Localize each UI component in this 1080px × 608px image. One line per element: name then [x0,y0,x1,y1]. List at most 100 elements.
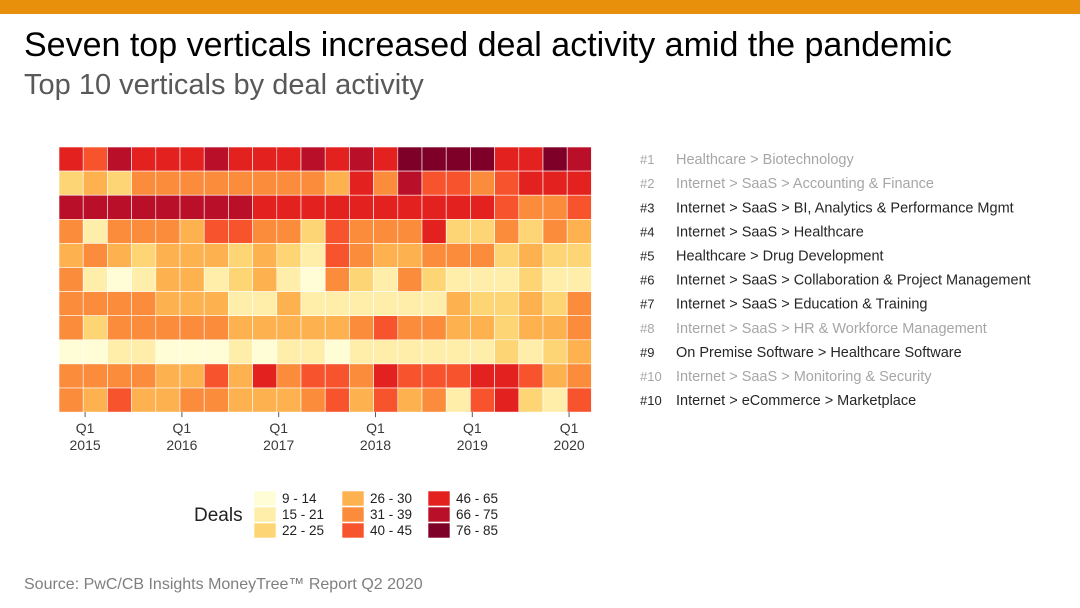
heatmap-cell [300,291,326,317]
legend-swatch [341,506,365,523]
heatmap-cell [179,315,205,341]
heatmap-cell [300,219,326,244]
heatmap-cell [445,219,471,244]
heatmap-cell [518,291,544,317]
legend-label: 66 - 75 [456,507,498,522]
heatmap-cell [542,243,568,268]
heatmap-cell [155,315,181,341]
heatmap-cell [131,243,157,268]
heatmap-cell [494,219,520,244]
heatmap-cell [276,194,302,220]
heatmap-cell [566,291,592,317]
heatmap-cell [470,339,495,365]
heatmap-cell [324,146,350,172]
heatmap-cell [252,339,278,365]
row-label: Internet > SaaS > Education & Training [676,297,928,313]
heatmap-cell [397,146,423,172]
row-label: Internet > SaaS > Healthcare [676,224,864,240]
heatmap-cell [324,170,350,196]
legend-label: 31 - 39 [370,507,412,522]
heatmap-cell [300,315,326,341]
legend-swatch [427,506,451,523]
x-tick-label-year: 2018 [360,437,391,453]
heatmap-cell [542,315,568,341]
heatmap-cell [397,291,423,317]
heatmap-cell [421,363,447,389]
heatmap-cell [518,219,544,244]
heatmap-cell [470,291,495,317]
row-label: Internet > eCommerce > Marketplace [676,393,916,409]
heatmap-cell [445,339,471,365]
row-rank: #4 [640,224,654,239]
heatmap-cell [252,363,278,389]
source-note: Source: PwC/CB Insights MoneyTree™ Repor… [24,576,423,593]
heatmap-cell [107,170,132,196]
legend-label: 40 - 45 [370,523,412,538]
heatmap-cell [82,243,108,268]
heatmap-cell [566,267,592,292]
heatmap-cell [397,194,423,220]
row-label: Internet > SaaS > BI, Analytics & Perfor… [676,200,1014,216]
heatmap-cell [324,194,350,220]
x-tick-label-quarter: Q1 [76,420,95,436]
heatmap-cell [107,243,132,268]
heatmap-cell [542,267,568,292]
row-rank: #3 [640,200,654,215]
legend-label: 76 - 85 [456,523,498,538]
heatmap-cell [324,219,350,244]
legend-title: Deals [194,505,243,526]
legend-label: 26 - 30 [370,491,412,506]
heatmap-cells [58,146,592,413]
heatmap-cell [155,146,181,172]
heatmap-cell [179,267,205,292]
row-label: Internet > SaaS > Monitoring & Security [676,369,932,385]
heatmap-cell [58,291,84,317]
heatmap-cell [228,243,253,268]
row-rank: #5 [640,248,654,263]
heatmap-cell [518,146,544,172]
heatmap-cell [155,339,181,365]
legend-swatch [427,522,451,539]
heatmap-cell [373,194,399,220]
heatmap-cell [203,363,229,389]
heatmap-cell [349,387,374,413]
x-tick-label-quarter: Q1 [463,420,482,436]
x-tick-label-quarter: Q1 [173,420,192,436]
heatmap-cell [470,170,495,196]
heatmap-cell [107,194,132,220]
heatmap-cell [324,339,350,365]
heatmap-cell [82,146,108,172]
heatmap-cell [252,243,278,268]
row-label: On Premise Software > Healthcare Softwar… [676,345,962,361]
heatmap-cell [300,170,326,196]
heatmap-cell [349,291,374,317]
heatmap-cell [203,146,229,172]
heatmap-cell [228,387,253,413]
heatmap-cell [470,315,495,341]
legend-swatch [427,490,451,507]
heatmap-cell [445,291,471,317]
heatmap-cell [252,291,278,317]
heatmap-cell [276,363,302,389]
x-tick-label-year: 2020 [554,437,585,453]
row-rank: #10 [640,393,662,408]
heatmap-cell [82,194,108,220]
heatmap-cell [470,146,495,172]
heatmap-cell [179,170,205,196]
heatmap-cell [276,339,302,365]
heatmap-cell [542,194,568,220]
heatmap-cell [542,363,568,389]
heatmap-cell [131,363,157,389]
heatmap-cell [542,291,568,317]
heatmap-cell [300,194,326,220]
legend-swatch [253,490,277,507]
row-rank: #8 [640,321,654,336]
heatmap-cell [349,243,374,268]
heatmap-cell [58,363,84,389]
heatmap-cell [203,170,229,196]
heatmap-cell [494,146,520,172]
heatmap-cell [155,363,181,389]
